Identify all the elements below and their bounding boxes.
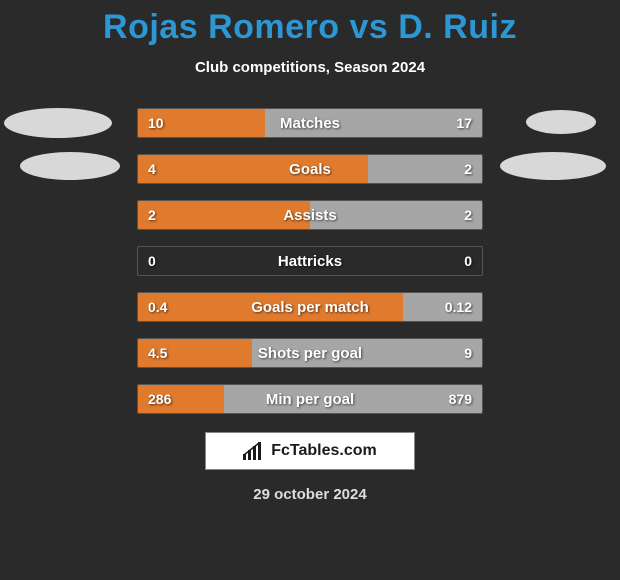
player-left-oval-1: [4, 108, 112, 138]
player-right-oval-1: [526, 110, 596, 134]
player-right-oval-2: [500, 152, 606, 180]
stat-value-left: 4.5: [148, 339, 167, 367]
footer-brand-text: FcTables.com: [271, 442, 377, 460]
stat-value-right: 0: [464, 247, 472, 275]
footer-date: 29 october 2024: [0, 486, 620, 503]
stat-row: Hattricks0 0: [137, 246, 483, 276]
stat-value-right: 2: [464, 201, 472, 229]
stat-row: Assists2 2: [137, 200, 483, 230]
stat-value-right: 17: [456, 109, 472, 137]
stat-label: Goals per match: [138, 293, 482, 321]
chart-icon: [243, 442, 265, 460]
player-left-oval-2: [20, 152, 120, 180]
stat-label: Assists: [138, 201, 482, 229]
stat-value-right: 2: [464, 155, 472, 183]
stat-label: Hattricks: [138, 247, 482, 275]
stat-value-left: 0: [148, 247, 156, 275]
stat-label: Goals: [138, 155, 482, 183]
stat-label: Matches: [138, 109, 482, 137]
comparison-chart: Matches1017Goals42Assists22Hattricks00Go…: [0, 108, 620, 414]
stat-row: Min per goal286 879: [137, 384, 483, 414]
stat-value-left: 286: [148, 385, 171, 413]
stat-value-left: 10: [148, 109, 164, 137]
footer-logo[interactable]: FcTables.com: [205, 432, 415, 470]
stat-row: Matches10 17: [137, 108, 483, 138]
stat-value-right: 0.12: [445, 293, 472, 321]
stat-row: Shots per goal4.5 9: [137, 338, 483, 368]
comparison-title: Rojas Romero vs D. Ruiz: [0, 0, 620, 47]
stat-rows: Matches1017Goals42Assists22Hattricks00Go…: [137, 108, 483, 414]
stat-value-right: 879: [449, 385, 472, 413]
comparison-subtitle: Club competitions, Season 2024: [0, 59, 620, 76]
stat-label: Min per goal: [138, 385, 482, 413]
stat-value-left: 2: [148, 201, 156, 229]
stat-value-left: 0.4: [148, 293, 167, 321]
stat-row: Goals4 2: [137, 154, 483, 184]
stat-value-right: 9: [464, 339, 472, 367]
stat-value-left: 4: [148, 155, 156, 183]
stat-row: Goals per match0.4 0.12: [137, 292, 483, 322]
stat-label: Shots per goal: [138, 339, 482, 367]
